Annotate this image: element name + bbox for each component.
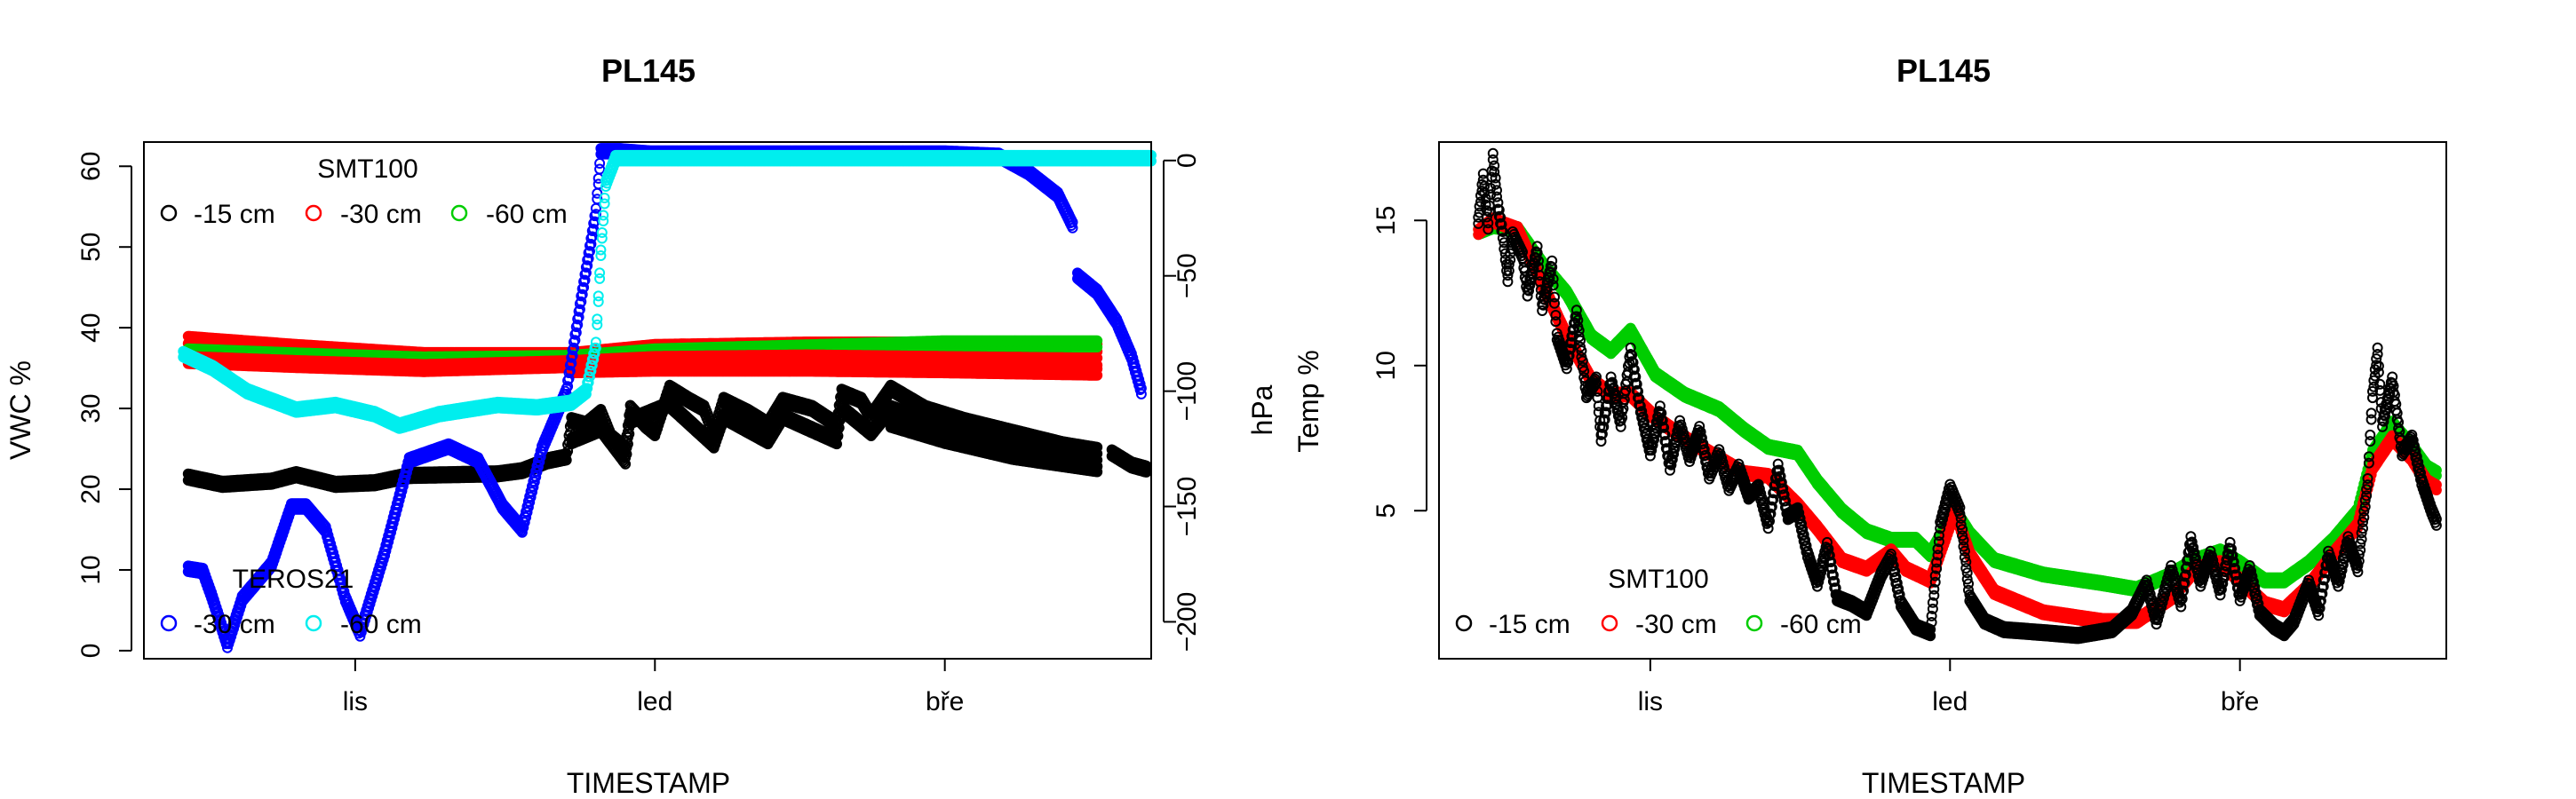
y-axis-label-vwc: VWC %: [4, 360, 36, 460]
y-axis-label-hpa: hPa: [1246, 384, 1278, 435]
data-series-vwc: [178, 143, 1157, 653]
data-series-black: [182, 379, 1103, 494]
x-axis-label-vwc: TIMESTAMP: [567, 767, 730, 799]
chart-title-vwc: PL145: [601, 52, 696, 89]
data-series-black: [1106, 444, 1152, 478]
panel-vwc: PL145 TIMESTAMP VWC % hPa lis led bře 0102…: [4, 52, 1278, 799]
